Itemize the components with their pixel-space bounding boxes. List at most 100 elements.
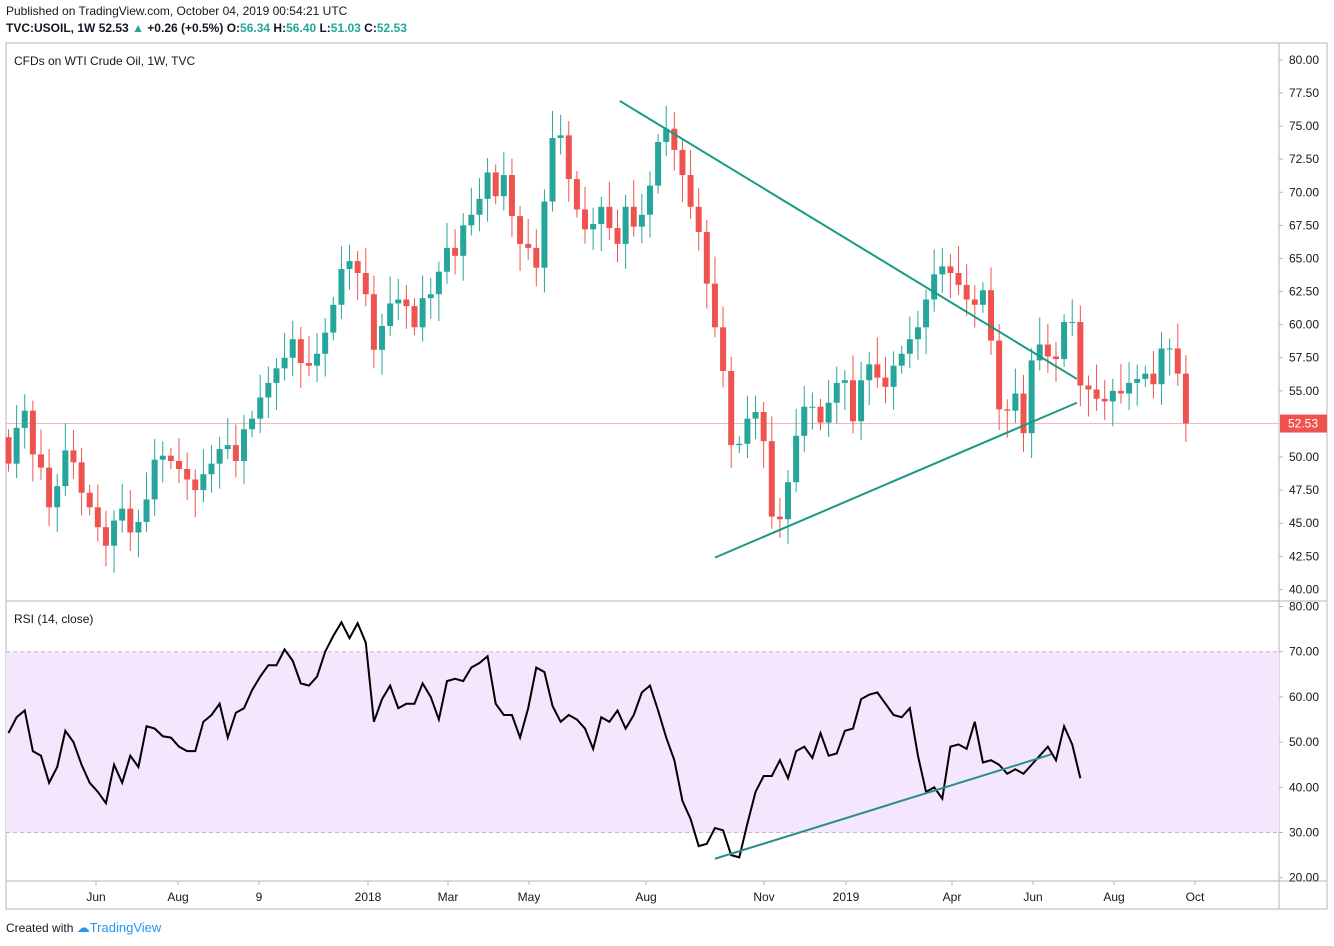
candle xyxy=(882,356,889,404)
candle xyxy=(468,187,475,236)
candle xyxy=(119,483,126,533)
time-axis: Jun Aug 9 2018 Mar May Aug Nov 2019 Apr Jun Aug Oct xyxy=(86,881,1205,904)
open-value: 56.34 xyxy=(240,21,271,35)
chart-frame xyxy=(5,42,1328,910)
candle xyxy=(541,189,548,293)
candle xyxy=(849,355,856,434)
rsi-tick-label: 30.00 xyxy=(1289,826,1319,840)
candle xyxy=(785,470,792,545)
candle xyxy=(403,285,410,329)
price-tick-label: 60.00 xyxy=(1289,318,1319,332)
change-arrow-icon: ▲ xyxy=(132,21,144,35)
rsi-tick-label: 80.00 xyxy=(1289,600,1319,614)
candle xyxy=(257,374,264,433)
candle xyxy=(711,256,718,338)
price-tick-label: 77.50 xyxy=(1289,86,1319,100)
candle xyxy=(216,436,223,489)
candle xyxy=(557,114,564,155)
rsi-trendline xyxy=(714,753,1052,860)
candle xyxy=(354,251,361,301)
time-tick-label: 9 xyxy=(256,890,263,904)
tradingview-brand[interactable]: TradingView xyxy=(89,920,162,935)
candle xyxy=(549,110,556,212)
price-trendlines xyxy=(619,100,1078,559)
candle xyxy=(614,209,621,263)
footer: Created with ☁TradingView xyxy=(6,920,161,936)
rsi-tick-label: 50.00 xyxy=(1289,735,1319,749)
candle xyxy=(1142,365,1149,387)
high-label: H: xyxy=(273,21,287,35)
candle xyxy=(906,316,913,369)
rsi-tick-label: 60.00 xyxy=(1289,690,1319,704)
candle xyxy=(1036,317,1043,371)
price-change: +0.26 (+0.5%) xyxy=(147,21,224,35)
candle xyxy=(525,219,532,261)
candle xyxy=(5,429,12,472)
last-price: 52.53 xyxy=(98,21,129,35)
candle xyxy=(111,510,118,573)
candle xyxy=(931,249,938,312)
candle xyxy=(46,449,53,526)
candle xyxy=(86,484,93,516)
candle xyxy=(143,472,150,532)
candle xyxy=(427,277,434,319)
candle xyxy=(273,358,280,410)
trendline-upper xyxy=(619,100,1078,380)
candle xyxy=(29,400,36,482)
candle xyxy=(305,336,312,376)
price-tick-label: 72.50 xyxy=(1289,152,1319,166)
candle xyxy=(1109,378,1116,427)
candle xyxy=(979,282,986,313)
candle xyxy=(663,105,670,157)
candle xyxy=(322,318,329,377)
candle xyxy=(452,229,459,275)
candle xyxy=(176,438,183,484)
candle xyxy=(866,352,873,406)
candle xyxy=(809,392,816,430)
candle xyxy=(314,333,321,383)
candle xyxy=(1061,314,1068,368)
candle xyxy=(297,327,304,388)
price-tick-label: 80.00 xyxy=(1289,53,1319,67)
open-label: O: xyxy=(226,21,241,35)
candle xyxy=(1126,362,1133,410)
candle xyxy=(379,313,386,375)
candle xyxy=(159,441,166,483)
candle xyxy=(1012,368,1019,423)
close-value: 52.53 xyxy=(376,21,407,35)
candle xyxy=(1004,399,1011,438)
candle xyxy=(947,254,954,298)
candle xyxy=(21,394,28,449)
time-tick-label: Nov xyxy=(753,890,774,904)
candle xyxy=(265,366,272,419)
price-axis: 80.00 77.50 75.00 72.50 70.00 67.50 65.00 62.50… xyxy=(1279,53,1319,596)
candle xyxy=(720,306,727,388)
candle xyxy=(914,310,921,360)
candle xyxy=(1174,323,1181,386)
price-tick-label: 67.50 xyxy=(1289,218,1319,232)
candle xyxy=(939,247,946,293)
candle xyxy=(898,345,905,374)
candle xyxy=(330,296,337,341)
candle xyxy=(484,158,491,222)
candle xyxy=(1085,375,1092,417)
price-tick-label: 52.50 xyxy=(1289,417,1319,431)
candle xyxy=(923,289,930,355)
candle xyxy=(728,356,735,468)
candle xyxy=(736,435,743,454)
tradingview-logo-icon[interactable]: ☁ xyxy=(76,920,90,935)
candle xyxy=(638,194,645,244)
rsi-pane-title: RSI (14, close) xyxy=(14,612,93,626)
time-tick-label: 2019 xyxy=(833,890,860,904)
last-price-tag-text: 52.53 xyxy=(1288,417,1318,431)
candle xyxy=(744,395,751,459)
time-tick-label: Apr xyxy=(943,890,962,904)
candle xyxy=(598,196,605,252)
candle xyxy=(655,134,662,194)
candle xyxy=(622,194,629,269)
candle xyxy=(801,386,808,453)
price-tick-label: 75.00 xyxy=(1289,119,1319,133)
rsi-tick-label: 40.00 xyxy=(1289,780,1319,794)
symbol-name: TVC:USOIL, 1W xyxy=(6,21,96,35)
